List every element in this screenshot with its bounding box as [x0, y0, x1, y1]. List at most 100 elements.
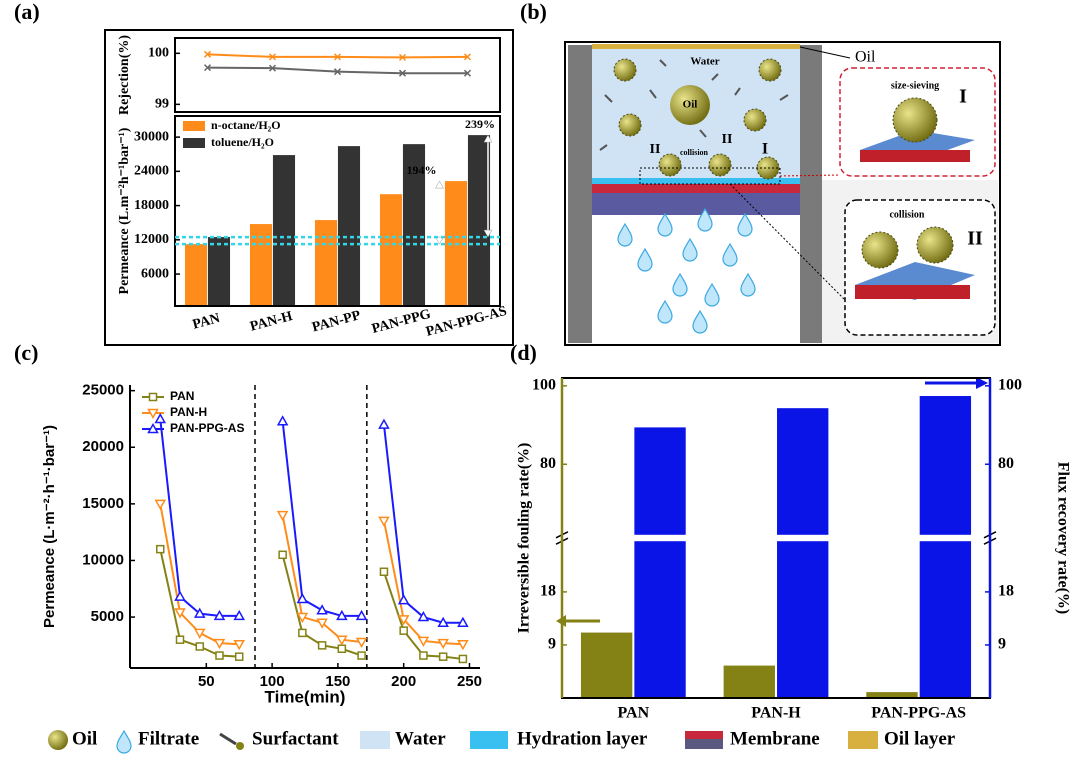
bar	[919, 396, 972, 698]
membrane-block	[860, 150, 970, 162]
mechanism-label: II	[967, 228, 983, 250]
x-tick-label: 150	[325, 673, 350, 690]
legend-icon	[48, 730, 68, 750]
marker	[147, 408, 159, 420]
x-tick-label: PAN-PPG-AS	[424, 304, 508, 340]
x-tick-label: PAN-PPG-AS	[871, 705, 966, 722]
panel-label: (c)	[14, 340, 38, 365]
bar	[634, 427, 686, 698]
hydration-layer	[592, 178, 800, 184]
legend-swatch	[685, 739, 723, 749]
legend-swatch	[360, 731, 390, 749]
marker	[379, 567, 389, 577]
y-tick-label: 10000	[82, 551, 124, 568]
legend-label: toluene/H₂O	[211, 135, 274, 149]
marker	[213, 609, 226, 621]
marker	[276, 415, 289, 426]
x-tick-label: 50	[198, 673, 215, 690]
marker	[203, 50, 212, 58]
annotation-arrow	[435, 180, 444, 189]
marker	[203, 64, 212, 72]
marker	[333, 53, 342, 61]
marker	[276, 510, 289, 522]
annotation-arrow	[435, 236, 444, 245]
wall	[800, 45, 822, 343]
membrane	[592, 184, 800, 193]
series-line	[159, 503, 463, 646]
panel-label: (a)	[14, 0, 40, 24]
legend-label: PAN-PPG-AS	[170, 421, 244, 435]
label: collision	[889, 209, 924, 220]
legend-label: Oil	[72, 728, 97, 749]
legend-label: Hydration layer	[517, 728, 648, 749]
marker	[458, 654, 468, 664]
marker	[298, 628, 307, 638]
annotation-arrow	[483, 229, 493, 238]
y-tick-label: 20000	[82, 438, 124, 455]
marker	[174, 590, 186, 601]
axis-break	[556, 534, 996, 542]
panel-label: (d)	[510, 340, 537, 365]
legend-icon	[219, 732, 237, 746]
legend-label: Water	[395, 728, 446, 749]
marker	[215, 651, 224, 660]
y-tick-label: 99	[155, 97, 169, 112]
marker	[355, 637, 368, 648]
marker	[174, 608, 186, 619]
y-tick-label: 100	[532, 377, 556, 394]
bar	[337, 146, 361, 306]
marker	[457, 639, 469, 651]
marker	[175, 635, 185, 644]
marker	[333, 68, 342, 76]
x-tick-label: 250	[457, 673, 482, 690]
axis-title: Permeance (L·m⁻²·h⁻¹·bar⁻¹)	[41, 425, 58, 628]
legend: Oil Filtrate Surfactant Water Hydration …	[48, 728, 956, 754]
legend-icon	[236, 742, 244, 750]
micelle	[916, 226, 954, 264]
membrane	[592, 193, 800, 215]
legend-label: n-octane/H₂O	[211, 118, 281, 132]
marker	[268, 53, 277, 61]
oil-layer	[592, 44, 800, 49]
legend-icon	[116, 730, 132, 754]
marker	[397, 615, 410, 626]
y-tick-label: 80	[540, 455, 556, 472]
marker	[268, 64, 277, 72]
bar	[723, 665, 775, 698]
y-tick-label: 18	[540, 583, 556, 600]
panel-frame	[104, 29, 514, 346]
bar	[580, 632, 633, 698]
marker	[337, 644, 347, 654]
arrow	[976, 377, 988, 389]
bar	[777, 408, 829, 698]
x-tick-label: PAN-H	[751, 705, 801, 722]
mechanism-label: II	[722, 132, 733, 147]
mechanism-label: II	[650, 142, 661, 157]
marker	[438, 652, 448, 661]
legend-label: PAN-H	[170, 405, 207, 419]
marker	[398, 69, 407, 77]
y-tick-label: 9	[548, 636, 556, 653]
x-tick-label: 100	[260, 673, 285, 690]
label: Oil	[683, 99, 698, 111]
marker	[417, 611, 430, 622]
bar	[272, 155, 296, 306]
label: Water	[690, 56, 719, 68]
y-tick-label: 18	[998, 583, 1014, 600]
legend-swatch	[848, 731, 878, 749]
y-tick-label: 24000	[134, 164, 169, 179]
y-tick-label: 100	[998, 377, 1022, 394]
mechanism-label: I	[959, 86, 967, 108]
zoom-line	[729, 183, 846, 301]
panel-label: (b)	[520, 0, 547, 24]
annotation: 194%	[407, 163, 437, 177]
marker	[193, 628, 206, 639]
axis-title: Rejection(%)	[117, 35, 132, 115]
marker	[398, 53, 407, 61]
marker	[457, 616, 469, 627]
marker	[417, 636, 430, 647]
series-line	[159, 418, 463, 624]
x-tick-label: 200	[391, 673, 416, 690]
legend-swatch	[183, 138, 205, 148]
